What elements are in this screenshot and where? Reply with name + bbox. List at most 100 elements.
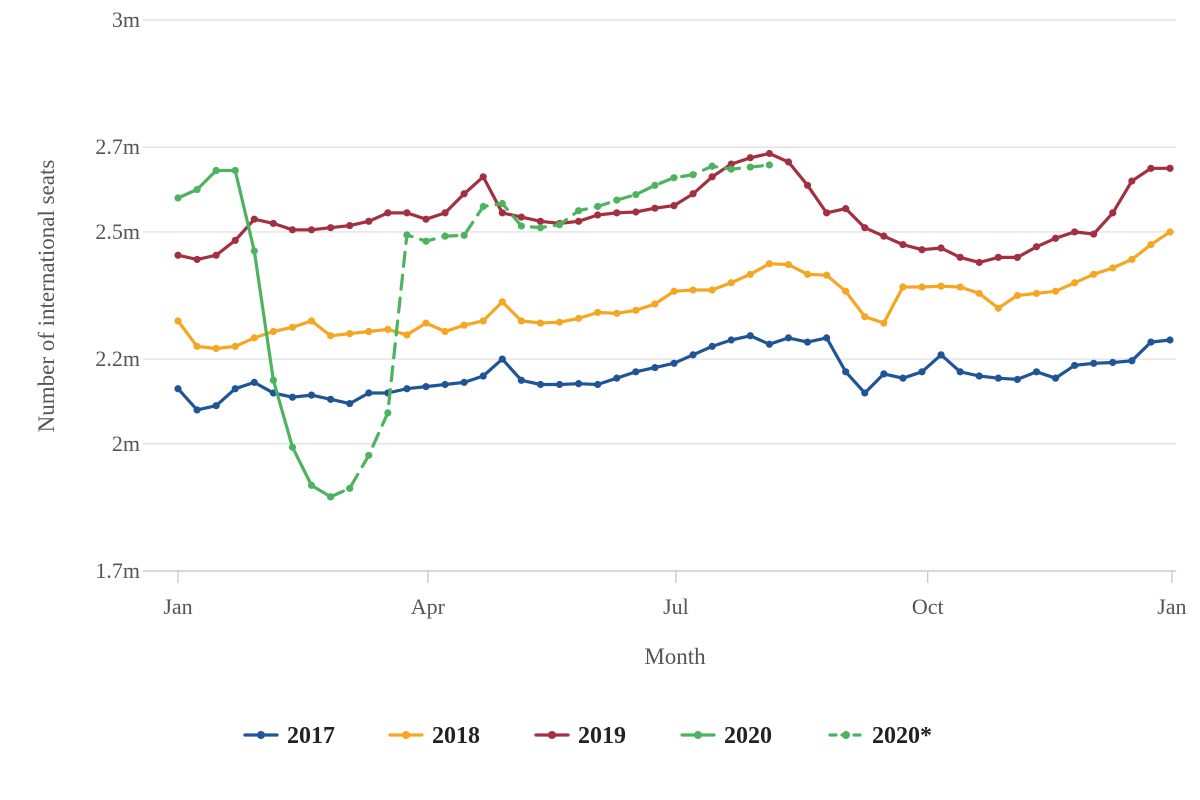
data-point (670, 174, 678, 182)
data-point (536, 224, 545, 232)
data-point (307, 481, 316, 489)
data-point (689, 171, 697, 179)
legend-label: 2020 (724, 723, 772, 749)
legend-label: 2019 (578, 723, 626, 749)
y-axis: 1.7m 2m 2.2m 2.5m 2.7m 3m (95, 7, 140, 583)
data-point (708, 342, 716, 350)
legend-swatch-marker (694, 731, 702, 739)
data-point (536, 380, 545, 389)
data-point (384, 409, 392, 417)
data-point (1109, 209, 1117, 217)
legend-item[interactable]: 2018 (388, 723, 480, 749)
data-point (517, 222, 525, 230)
data-point (880, 232, 888, 240)
data-point (918, 283, 926, 291)
data-point (441, 209, 449, 217)
data-point (784, 158, 793, 166)
data-point (441, 232, 449, 240)
data-point (594, 202, 602, 211)
data-point (765, 161, 773, 169)
data-point (1071, 361, 1079, 370)
data-point (880, 319, 888, 327)
data-point (174, 317, 182, 325)
data-point (899, 283, 907, 291)
data-point (403, 209, 411, 217)
data-point (365, 389, 373, 397)
x-tick-label: Apr (411, 594, 446, 619)
data-point (708, 286, 716, 294)
data-point (269, 219, 277, 228)
data-point (918, 368, 926, 376)
data-point (1032, 243, 1041, 251)
data-point (193, 406, 201, 414)
legend-item[interactable]: 2020 (680, 723, 772, 749)
data-point (212, 166, 220, 175)
data-point (193, 185, 201, 194)
data-point (727, 160, 735, 168)
data-point (727, 336, 735, 344)
data-point (174, 194, 182, 202)
data-point (861, 389, 869, 397)
data-point (536, 319, 545, 327)
data-point (975, 289, 983, 297)
data-point (975, 258, 983, 267)
data-point (937, 244, 945, 252)
data-point (288, 443, 297, 451)
data-point (746, 332, 754, 340)
data-point (746, 270, 754, 278)
y-tick-label: 1.7m (95, 558, 140, 583)
data-point (899, 241, 907, 249)
data-point (365, 217, 373, 225)
data-point (460, 231, 468, 239)
data-point (193, 342, 201, 350)
data-point (231, 236, 239, 244)
x-axis: Jan Apr Jul Oct Jan (143, 570, 1187, 619)
legend-item[interactable]: 2020* (828, 723, 932, 749)
data-point (689, 190, 697, 198)
data-point (365, 451, 373, 459)
data-point (269, 327, 277, 336)
data-point (498, 199, 506, 208)
data-point (956, 253, 964, 261)
data-point (632, 306, 640, 314)
data-point (555, 380, 564, 389)
data-point (498, 209, 506, 217)
legend-swatch-marker (257, 731, 265, 739)
data-point (1128, 255, 1136, 264)
data-point (899, 374, 907, 382)
data-point (1032, 368, 1041, 376)
data-point (1166, 164, 1174, 172)
data-point (403, 385, 411, 393)
legend-swatch-marker (842, 731, 850, 739)
data-point (918, 246, 926, 254)
data-point (613, 196, 621, 204)
data-point (441, 380, 449, 389)
data-point (651, 363, 659, 372)
data-point (994, 253, 1002, 261)
x-tick-label: Oct (912, 594, 944, 619)
legend-item[interactable]: 2019 (534, 723, 626, 749)
y-axis-title: Number of international seats (34, 160, 59, 433)
data-point (1013, 253, 1021, 261)
data-point (1090, 359, 1098, 367)
data-point (555, 318, 564, 326)
data-point (708, 162, 716, 170)
data-point (365, 327, 373, 336)
series-2017 (174, 332, 1174, 414)
y-tick-label: 2.7m (95, 134, 140, 159)
data-point (403, 231, 411, 239)
series-2018 (174, 228, 1174, 353)
data-point (1032, 289, 1041, 297)
data-point (327, 395, 335, 403)
data-point (1128, 177, 1136, 185)
legend-item[interactable]: 2017 (243, 723, 335, 749)
series-line (176, 334, 1172, 412)
data-point (231, 166, 239, 175)
data-point (384, 209, 392, 217)
data-point (479, 202, 487, 211)
legend-swatch-marker (548, 731, 556, 739)
data-point (307, 391, 316, 399)
data-point (823, 271, 831, 279)
data-point (708, 173, 716, 181)
data-point (1128, 357, 1136, 365)
